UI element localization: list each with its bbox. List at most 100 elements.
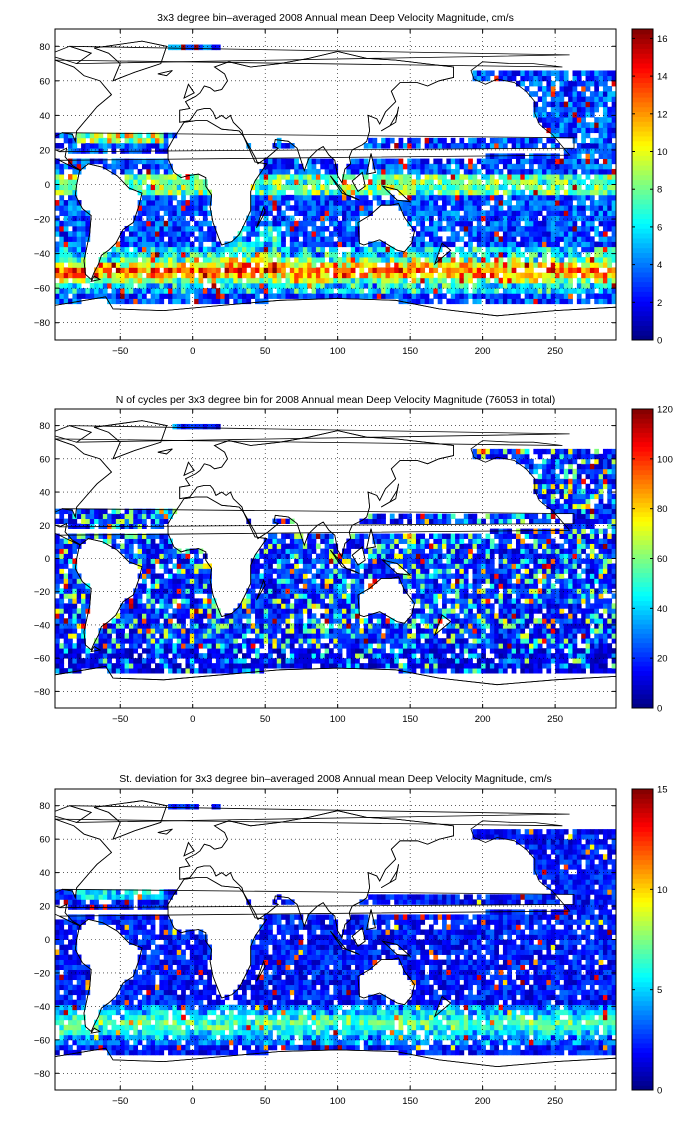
heatmap-cell (242, 643, 247, 649)
heatmap-cell (72, 593, 78, 599)
heatmap-cell (533, 251, 539, 258)
heatmap-cell (207, 568, 212, 574)
heatmap-cell (68, 508, 73, 515)
heatmap-cell (346, 225, 352, 232)
heatmap-cell (63, 272, 69, 279)
heatmap-cell (72, 174, 78, 180)
heatmap-cell (259, 194, 265, 201)
heatmap-cell (346, 628, 352, 634)
heatmap-cell (198, 179, 204, 185)
heatmap-cell (120, 132, 125, 139)
heatmap-cell (263, 158, 269, 165)
heatmap-cell (137, 638, 143, 644)
heatmap-cell (294, 568, 299, 574)
heatmap-cell (224, 267, 230, 274)
heatmap-cell (63, 246, 69, 253)
heatmap-cell (494, 293, 499, 299)
heatmap-cell (581, 257, 586, 263)
heatmap-cell (185, 658, 191, 664)
heatmap-cell (228, 663, 234, 669)
heatmap-cell (324, 658, 330, 664)
heatmap-cell (155, 179, 160, 185)
heatmap-cell (259, 298, 265, 305)
coastline (55, 45, 93, 65)
heatmap-cell (333, 220, 339, 227)
heatmap-cell (294, 538, 299, 544)
heatmap-cell (537, 246, 543, 253)
heatmap-cell (337, 553, 343, 559)
heatmap-cell (324, 288, 330, 294)
colorbar-step (632, 92, 653, 98)
heatmap-cell (81, 272, 86, 279)
heatmap-cell (272, 613, 278, 619)
heatmap-cell (268, 262, 273, 268)
heatmap-cell (237, 618, 243, 624)
heatmap-cell (263, 179, 269, 185)
heatmap-cell (555, 251, 560, 258)
heatmap-cell (389, 194, 395, 201)
heatmap-cell (481, 241, 486, 248)
heatmap-cell (224, 648, 230, 654)
heatmap-cell (459, 272, 465, 279)
heatmap-cell (111, 282, 117, 289)
heatmap-cell (150, 553, 156, 559)
heatmap-cell (163, 251, 169, 258)
heatmap-cell (581, 122, 586, 128)
heatmap-cell (255, 293, 260, 299)
colorbar-step (632, 169, 653, 176)
heatmap-cell (194, 668, 199, 674)
heatmap-cell (215, 608, 221, 614)
heatmap-cell (120, 277, 125, 284)
heatmap-cell (494, 200, 499, 206)
heatmap-cell (146, 653, 152, 659)
heatmap-cell (368, 262, 373, 268)
heatmap-cell (515, 288, 521, 294)
heatmap-cell (602, 127, 608, 134)
heatmap-cell (55, 267, 60, 274)
heatmap-cell (550, 251, 556, 258)
heatmap-cell (285, 251, 291, 258)
heatmap-cell (120, 663, 125, 669)
heatmap-cell (420, 215, 426, 222)
heatmap-cell (68, 648, 73, 654)
heatmap-cell (141, 174, 147, 180)
heatmap-cell (246, 288, 252, 294)
heatmap-cell (224, 277, 230, 284)
heatmap-cell (581, 189, 586, 196)
heatmap-cell (168, 593, 173, 599)
heatmap-cell (563, 111, 569, 118)
heatmap-cell (242, 663, 247, 669)
heatmap-cell (594, 205, 600, 211)
heatmap-cell (55, 189, 60, 196)
heatmap-cell (411, 298, 417, 305)
heatmap-cell (94, 643, 99, 649)
coastline (330, 175, 347, 196)
heatmap-cell (511, 277, 517, 284)
heatmap-cell (294, 282, 299, 289)
heatmap-cell (181, 563, 186, 569)
heatmap-cell (289, 663, 295, 669)
heatmap-cell (307, 272, 312, 279)
heatmap-cell (346, 168, 352, 175)
heatmap-cell (220, 668, 226, 674)
heatmap-cell (255, 298, 260, 305)
heatmap-cell (315, 593, 321, 599)
heatmap-cell (589, 75, 595, 82)
heatmap-cell (328, 257, 334, 263)
heatmap-cell (598, 168, 604, 175)
heatmap-cell (168, 132, 173, 139)
heatmap-cell (289, 236, 295, 242)
heatmap-cell (107, 643, 112, 649)
heatmap-cell (594, 106, 600, 113)
heatmap-cell (337, 643, 343, 649)
heatmap-cell (233, 246, 239, 253)
heatmap-cell (455, 143, 460, 149)
heatmap-cell (589, 91, 595, 97)
heatmap-cell (289, 553, 295, 559)
heatmap-cell (55, 158, 60, 165)
heatmap-cell (146, 513, 152, 520)
heatmap-cell (542, 215, 547, 222)
heatmap-cell (424, 262, 430, 268)
heatmap-cell (137, 653, 143, 659)
heatmap-cell (429, 143, 434, 149)
